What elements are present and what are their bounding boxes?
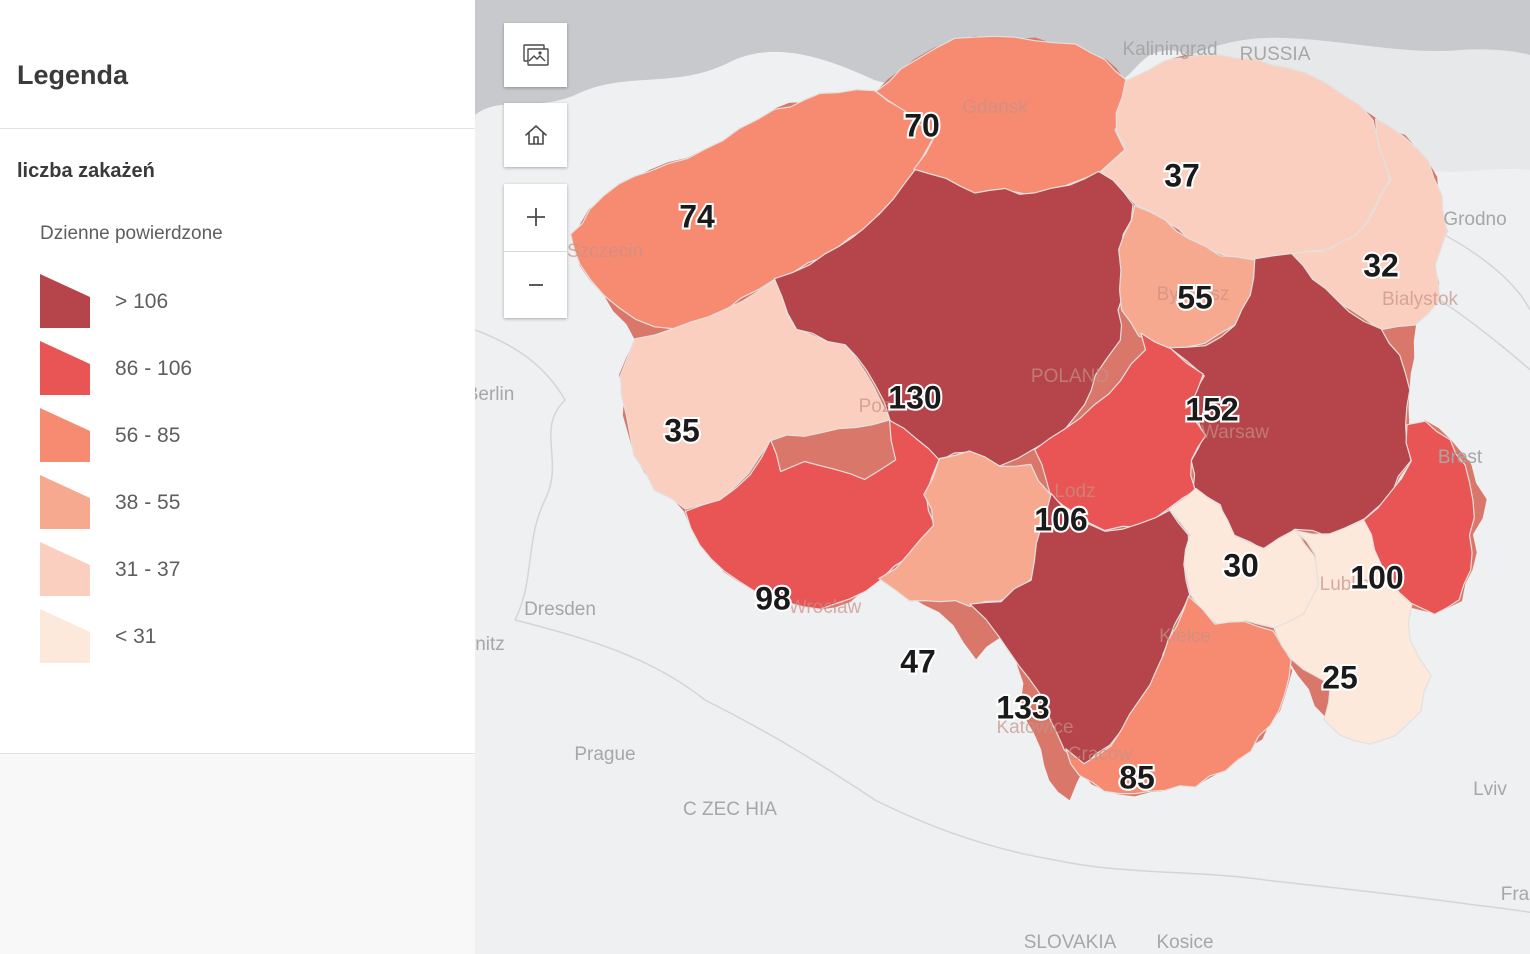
svg-text:Poz: Poz — [859, 396, 892, 417]
svg-text:98: 98 — [755, 580, 791, 616]
svg-text:37: 37 — [1164, 157, 1200, 193]
svg-text:nitz: nitz — [475, 634, 505, 655]
svg-text:Prague: Prague — [574, 744, 635, 765]
svg-text:25: 25 — [1322, 659, 1358, 695]
svg-text:Lodz: Lodz — [1054, 481, 1095, 502]
svg-text:106: 106 — [1034, 501, 1087, 537]
svg-text:Berlin: Berlin — [475, 384, 514, 405]
svg-text:Szczecin: Szczecin — [567, 241, 643, 262]
svg-text:100: 100 — [1350, 559, 1403, 595]
svg-text:152: 152 — [1185, 391, 1238, 427]
svg-text:32: 32 — [1363, 247, 1399, 283]
svg-text:Kosice: Kosice — [1156, 932, 1213, 953]
svg-text:SLOVAKIA: SLOVAKIA — [1024, 932, 1117, 953]
svg-text:85: 85 — [1119, 759, 1155, 795]
svg-text:47: 47 — [900, 643, 936, 679]
svg-text:74: 74 — [679, 198, 715, 234]
svg-text:55: 55 — [1177, 279, 1213, 315]
svg-text:Lviv: Lviv — [1473, 779, 1507, 800]
svg-text:35: 35 — [664, 412, 700, 448]
svg-text:Brest: Brest — [1438, 447, 1483, 468]
svg-text:C ZEC HIA: C ZEC HIA — [683, 799, 777, 820]
svg-text:Gdansk: Gdansk — [962, 97, 1028, 118]
svg-text:Kielce: Kielce — [1159, 626, 1211, 647]
svg-text:RUSSIA: RUSSIA — [1240, 44, 1311, 65]
svg-text:Bialystok: Bialystok — [1382, 289, 1459, 310]
svg-text:70: 70 — [904, 107, 940, 143]
svg-text:133: 133 — [996, 689, 1049, 725]
svg-text:POLAND: POLAND — [1031, 366, 1109, 387]
svg-text:130: 130 — [888, 379, 941, 415]
svg-text:Fra: Fra — [1501, 884, 1530, 905]
svg-text:30: 30 — [1223, 547, 1259, 583]
svg-text:Kaliningrad: Kaliningrad — [1122, 39, 1217, 60]
svg-text:Grodno: Grodno — [1443, 209, 1506, 230]
svg-text:Wroclaw: Wroclaw — [789, 597, 862, 618]
svg-text:Dresden: Dresden — [524, 599, 596, 620]
